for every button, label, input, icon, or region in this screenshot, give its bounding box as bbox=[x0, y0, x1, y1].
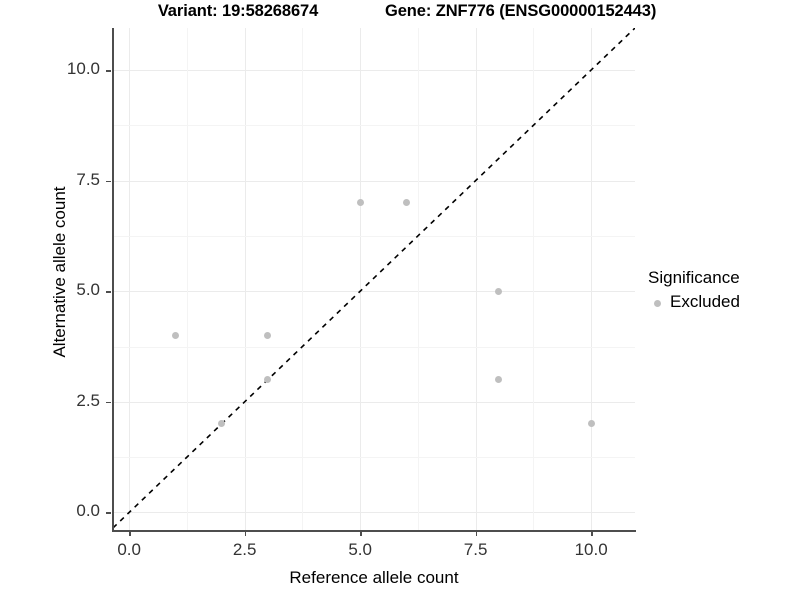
data-point bbox=[587, 420, 595, 428]
title-row: Variant: 19:58268674 Gene: ZNF776 (ENSG0… bbox=[113, 2, 657, 26]
gridline-horizontal-minor bbox=[113, 235, 635, 237]
y-axis-title: Alternative allele count bbox=[50, 186, 69, 358]
y-axis-line bbox=[112, 28, 114, 532]
x-tick-label: 7.5 bbox=[463, 540, 488, 559]
gridline-horizontal bbox=[113, 180, 635, 182]
x-tick-label: 0.0 bbox=[117, 540, 141, 559]
gridline-horizontal-minor bbox=[113, 346, 635, 348]
data-point bbox=[402, 199, 410, 207]
gridline-horizontal bbox=[113, 401, 635, 403]
gridline-horizontal bbox=[113, 512, 635, 514]
variant-title: Variant: 19:58268674 bbox=[157, 2, 319, 20]
data-point bbox=[218, 420, 226, 428]
identity-reference-line bbox=[113, 28, 635, 529]
legend-item-label: Excluded bbox=[670, 292, 740, 311]
gridline-vertical bbox=[591, 28, 593, 531]
x-tick bbox=[475, 531, 478, 536]
x-tick-label: 2.5 bbox=[232, 540, 257, 559]
legend-item[interactable]: Excluded bbox=[648, 291, 798, 313]
gridline-horizontal-minor bbox=[113, 125, 635, 127]
x-tick bbox=[129, 531, 131, 536]
gridline-vertical bbox=[244, 28, 246, 531]
data-point bbox=[356, 199, 364, 207]
legend-entries: Excluded bbox=[648, 291, 798, 313]
x-tick bbox=[360, 531, 362, 536]
data-point bbox=[171, 331, 179, 339]
gridline-horizontal-minor bbox=[113, 457, 635, 459]
legend: Significance Excluded bbox=[648, 268, 798, 313]
y-tick bbox=[106, 70, 111, 72]
x-tick-label: 5.0 bbox=[348, 540, 372, 559]
gene-title: Gene: ZNF776 (ENSG00000152443) bbox=[385, 2, 657, 20]
y-tick-label: 2.5 bbox=[76, 390, 100, 410]
data-point bbox=[264, 376, 272, 384]
y-tick bbox=[106, 291, 111, 293]
y-tick-label: 10.0 bbox=[66, 59, 100, 79]
plot-panel bbox=[113, 28, 635, 531]
x-axis-title: Reference allele count bbox=[289, 568, 459, 587]
gridline-vertical bbox=[475, 28, 477, 531]
data-point bbox=[264, 331, 272, 339]
y-tick-label: 5.0 bbox=[76, 280, 100, 300]
y-tick-label: 0.0 bbox=[76, 501, 100, 521]
y-tick-label: 7.5 bbox=[76, 169, 100, 189]
data-point bbox=[495, 287, 503, 295]
gridline-horizontal bbox=[113, 70, 635, 72]
gridline-horizontal bbox=[113, 291, 635, 293]
x-axis-line bbox=[112, 530, 636, 532]
gridline-vertical-minor bbox=[186, 28, 188, 531]
legend-title: Significance bbox=[648, 268, 740, 287]
gridline-vertical-minor bbox=[417, 28, 419, 531]
y-tick bbox=[106, 512, 111, 514]
data-point bbox=[495, 376, 503, 384]
x-tick-label: 10.0 bbox=[574, 540, 608, 559]
gridline-vertical-minor bbox=[302, 28, 304, 531]
x-tick bbox=[591, 531, 593, 536]
legend-dot-icon bbox=[648, 292, 668, 312]
gridline-vertical bbox=[360, 28, 362, 531]
y-tick bbox=[106, 180, 111, 183]
gridline-vertical-minor bbox=[533, 28, 535, 531]
x-tick bbox=[244, 531, 247, 536]
gridline-vertical bbox=[129, 28, 131, 531]
y-tick bbox=[106, 401, 111, 404]
